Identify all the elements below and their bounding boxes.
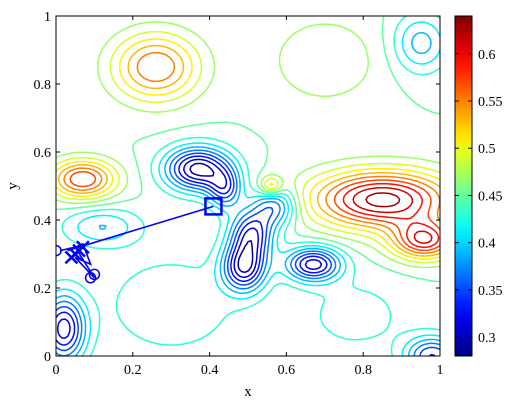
contour-level-10 (56, 30, 440, 264)
contour-level-11 (56, 38, 440, 260)
y-tick-label: 0 (44, 350, 51, 365)
contour-level-5 (56, 31, 440, 356)
contour-level-8 (56, 16, 440, 283)
cross-marker (64, 250, 79, 265)
y-tick-label: 0.4 (34, 214, 52, 229)
colorbar-tick-label: 0.55 (478, 95, 503, 110)
contour-level-0 (189, 162, 254, 274)
contour-level-15 (342, 182, 440, 249)
x-tick-label: 0 (53, 363, 60, 378)
colorbar (454, 15, 473, 357)
colorbar-axis: 0.3 0.35 0.4 0.45 0.5 0.55 0.6 (455, 48, 503, 346)
search-path (56, 197, 223, 284)
y-tick-label: 0.2 (34, 282, 52, 297)
colorbar-tick-label: 0.6 (478, 48, 496, 63)
y-tick-label: 0.8 (34, 78, 52, 93)
colorbar-tick-label: 0.35 (478, 284, 503, 299)
contour-level-2 (56, 155, 436, 356)
contour-level-16 (352, 186, 433, 244)
circle-marker (84, 272, 97, 284)
x-axis: 0 0.2 0.4 0.6 0.8 1 (53, 16, 444, 378)
plot-frame (55, 15, 441, 357)
contour-level-1 (56, 158, 323, 339)
x-tick-label: 0.6 (278, 363, 296, 378)
contour-level-14 (69, 170, 440, 252)
y-tick-label: 0.6 (34, 146, 52, 161)
colorbar-tick-label: 0.5 (478, 142, 496, 157)
plot-area (56, 16, 440, 356)
circle-marker (88, 268, 101, 281)
contour-level-17 (365, 192, 401, 208)
contour-level-9 (56, 21, 440, 269)
contour-level-12 (57, 44, 440, 257)
y-axis-label: y (5, 182, 21, 190)
contour-level-4 (56, 149, 440, 356)
colorbar-tick-label: 0.3 (478, 331, 496, 346)
colorbar-tick-label: 0.4 (478, 237, 496, 252)
y-axis: 0 0.2 0.4 0.6 0.8 1 (34, 10, 440, 365)
colorbar-tick-label: 0.45 (478, 189, 503, 204)
y-tick-label: 1 (44, 10, 51, 25)
square-marker (204, 197, 223, 216)
contour-level-13 (63, 51, 440, 254)
x-tick-label: 1 (437, 363, 444, 378)
x-axis-label: x (244, 384, 252, 400)
circle-marker (56, 244, 62, 257)
x-tick-label: 0.8 (354, 363, 372, 378)
x-tick-label: 0.4 (201, 363, 219, 378)
contour-level-3 (56, 152, 440, 356)
x-tick-label: 0.2 (124, 363, 142, 378)
